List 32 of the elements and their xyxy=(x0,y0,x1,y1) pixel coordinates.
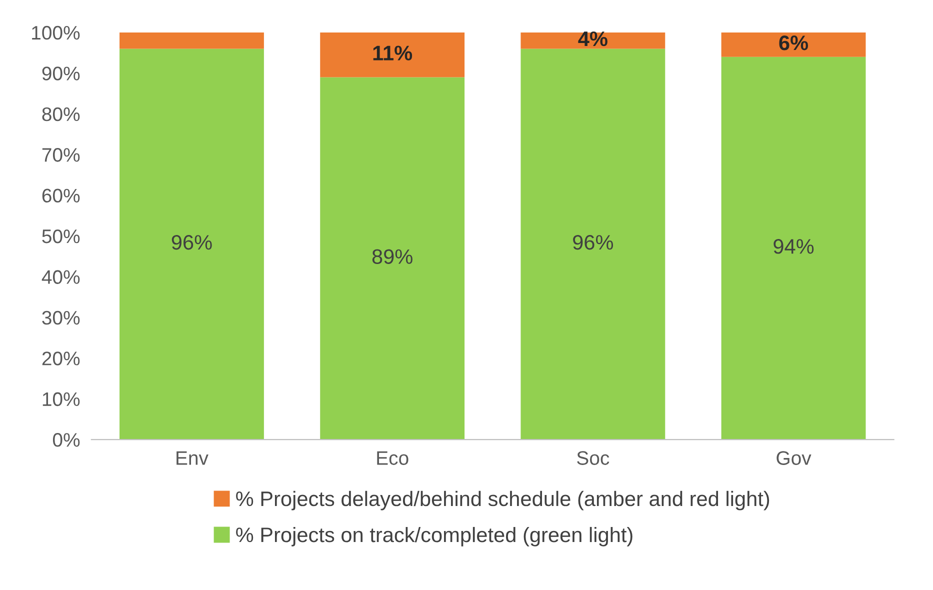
data-label: 11% xyxy=(373,46,412,60)
y-tick-label: 30% xyxy=(42,310,80,325)
y-tick-label: 10% xyxy=(42,392,80,406)
bar xyxy=(520,32,666,49)
bar xyxy=(320,77,465,440)
y-tick-label: 100% xyxy=(32,26,80,40)
y-tick-label: 40% xyxy=(42,270,80,284)
bar xyxy=(120,48,264,440)
x-tick-label: Gov xyxy=(776,451,812,465)
y-tick-label: 60% xyxy=(42,188,80,203)
bar xyxy=(721,32,866,57)
data-label: 96% xyxy=(573,234,614,250)
bar xyxy=(721,56,866,440)
bar xyxy=(520,48,666,440)
x-tick-label: Env xyxy=(176,451,208,465)
y-tick-label: 50% xyxy=(42,229,80,244)
data-label: 89% xyxy=(372,249,412,264)
legend-label: % Projects delayed/behind schedule (amber and red light) xyxy=(236,490,770,510)
legend-label: % Projects on track/completed (green light) xyxy=(236,526,632,546)
bar xyxy=(120,32,264,49)
y-tick-label: 70% xyxy=(42,148,80,162)
y-tick-label: 80% xyxy=(42,107,80,122)
bar xyxy=(320,32,465,78)
data-label: 96% xyxy=(172,234,212,250)
x-tick-label: Eco xyxy=(377,451,408,465)
y-tick-label: 90% xyxy=(42,66,80,80)
data-label: 4% xyxy=(578,31,608,46)
data-label: 6% xyxy=(779,36,808,50)
y-tick-label: 0% xyxy=(52,433,80,447)
y-tick-label: 20% xyxy=(42,352,80,366)
x-tick-label: Soc xyxy=(577,451,610,465)
data-label: 94% xyxy=(774,239,814,254)
